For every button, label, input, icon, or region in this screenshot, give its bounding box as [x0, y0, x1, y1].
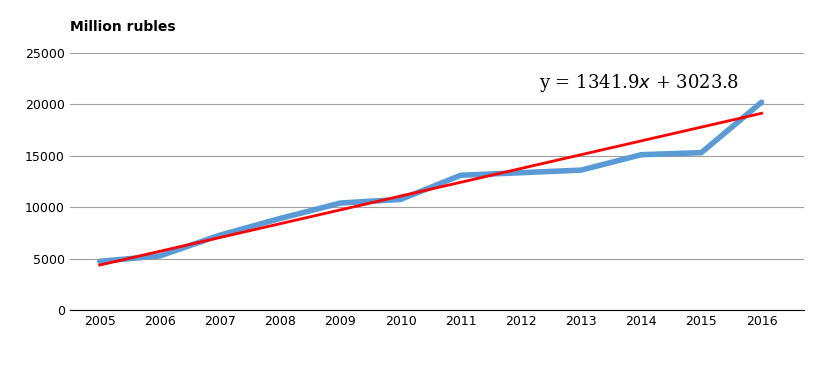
Linear agricultural production, million rubles	[455, 180, 465, 184]
Agricultural production, million rubles	[636, 152, 645, 157]
Linear agricultural production, million rubles	[515, 166, 525, 171]
Text: Million rubles: Million rubles	[70, 20, 175, 34]
Line: Agricultural production, million rubles: Agricultural production, million rubles	[100, 102, 761, 261]
Agricultural production, million rubles	[215, 233, 224, 237]
Linear agricultural production, million rubles	[576, 152, 586, 157]
Agricultural production, million rubles	[695, 150, 705, 155]
Linear agricultural production, million rubles	[695, 125, 705, 129]
Agricultural production, million rubles	[515, 170, 525, 175]
Agricultural production, million rubles	[335, 201, 345, 205]
Linear agricultural production, million rubles	[275, 222, 285, 226]
Agricultural production, million rubles	[95, 259, 105, 263]
Linear agricultural production, million rubles	[756, 111, 766, 116]
Agricultural production, million rubles	[455, 173, 465, 178]
Text: y = 1341.9$\it{x}$ + 3023.8: y = 1341.9$\it{x}$ + 3023.8	[538, 72, 738, 94]
Linear agricultural production, million rubles	[395, 194, 405, 198]
Linear agricultural production, million rubles	[215, 235, 224, 240]
Linear agricultural production, million rubles	[335, 208, 345, 212]
Linear agricultural production, million rubles	[636, 139, 645, 143]
Linear agricultural production, million rubles	[95, 263, 105, 267]
Agricultural production, million rubles	[395, 197, 405, 202]
Agricultural production, million rubles	[576, 168, 586, 172]
Agricultural production, million rubles	[756, 100, 766, 105]
Linear agricultural production, million rubles	[155, 249, 165, 254]
Agricultural production, million rubles	[155, 254, 165, 258]
Line: Linear agricultural production, million rubles: Linear agricultural production, million …	[100, 113, 761, 265]
Agricultural production, million rubles	[275, 216, 285, 221]
